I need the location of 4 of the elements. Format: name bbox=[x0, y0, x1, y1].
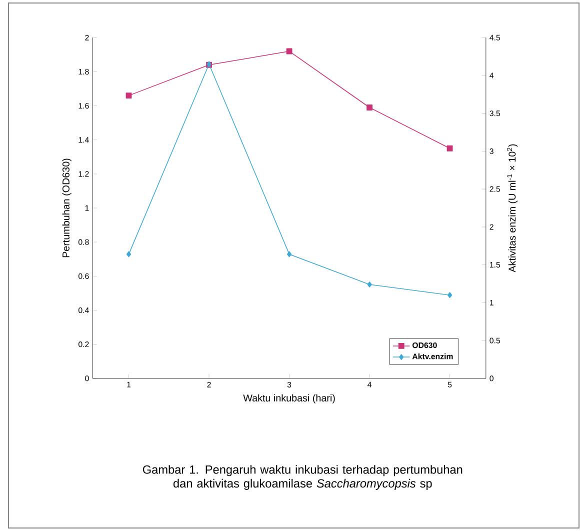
x-axis-title: Waktu inkubasi (hari) bbox=[243, 394, 335, 404]
text: Gambar 1. Pengaruh waktu inkubasi terhadap pertumbuhan dan aktivitas glukoamilase Saccharomycopsis sp bbox=[142, 465, 462, 490]
y-axis-title: Pertumbuhan (OD630) bbox=[62, 158, 72, 258]
y2-axis-title: Aktivitas enzim (U ml$^{-1}$ × 10$^{2}$) bbox=[507, 144, 518, 272]
